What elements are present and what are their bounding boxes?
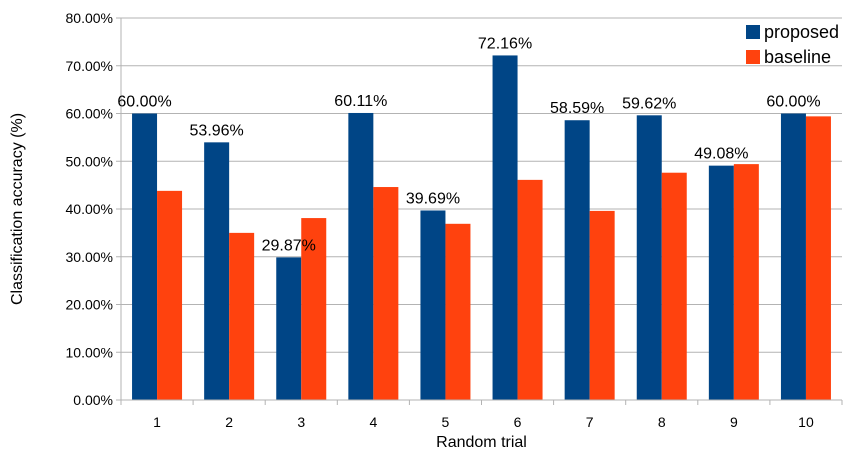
x-tick-label: 7 — [586, 414, 594, 430]
bar-proposed — [564, 120, 590, 400]
legend-swatch — [746, 25, 760, 39]
axes — [116, 18, 842, 405]
bar-baseline — [589, 210, 615, 400]
bar-proposed — [132, 113, 158, 400]
bar-baseline — [157, 190, 183, 400]
bar-baseline — [805, 116, 831, 401]
x-tick-label: 6 — [514, 414, 522, 430]
x-tick-label: 5 — [442, 414, 450, 430]
data-label: 58.59% — [550, 100, 604, 117]
bar-baseline — [229, 232, 255, 400]
bar-proposed — [708, 165, 734, 400]
y-axis-title: Classification accuracy (%) — [9, 113, 26, 305]
data-label: 60.00% — [766, 94, 820, 111]
legend: proposed baseline — [746, 22, 839, 67]
data-label: 49.08% — [694, 146, 748, 163]
y-axis-ticks: 0.00% 10.00% 20.00% 30.00% 40.00% 50.00% 60.00… — [66, 10, 121, 408]
legend-swatch — [746, 50, 760, 64]
y-tick-label: 60.00% — [66, 106, 113, 122]
x-tick-label: 9 — [730, 414, 738, 430]
x-tick-label: 8 — [658, 414, 666, 430]
bar-proposed — [636, 115, 662, 400]
x-axis-ticks: 1 2 3 4 5 6 7 8 9 10 — [153, 400, 843, 430]
x-tick-label: 3 — [297, 414, 305, 430]
bar-baseline — [301, 218, 327, 400]
y-tick-label: 10.00% — [66, 344, 113, 360]
y-tick-label: 0.00% — [73, 392, 113, 408]
bars — [132, 55, 831, 401]
data-label: 39.69% — [406, 190, 460, 207]
x-tick-label: 2 — [225, 414, 233, 430]
data-label: 72.16% — [478, 35, 532, 52]
y-tick-label: 80.00% — [66, 10, 113, 26]
bar-proposed — [276, 257, 302, 400]
bar-baseline — [517, 179, 543, 400]
bar-proposed — [492, 55, 518, 400]
x-axis-title: Random trial — [436, 434, 527, 451]
data-label: 60.00% — [117, 94, 171, 111]
data-label: 60.11% — [334, 93, 387, 110]
bar-baseline — [445, 223, 471, 400]
bar-proposed — [204, 142, 230, 400]
y-tick-label: 30.00% — [66, 249, 113, 265]
bar-baseline — [373, 187, 399, 400]
x-tick-label: 1 — [153, 414, 161, 430]
y-tick-label: 50.00% — [66, 153, 113, 169]
bar-proposed — [780, 113, 806, 400]
bar-baseline — [661, 172, 687, 400]
y-tick-label: 20.00% — [66, 297, 113, 313]
y-tick-label: 40.00% — [66, 201, 113, 217]
bar-proposed — [420, 210, 446, 400]
data-label: 59.62% — [622, 95, 676, 112]
legend-label: proposed — [764, 22, 839, 42]
data-label: 29.87% — [262, 237, 316, 254]
x-tick-label: 10 — [798, 414, 814, 430]
data-labels: 60.00% 53.96% 29.87% 60.11% 39.69% 72.16% 58.5… — [117, 35, 820, 254]
legend-label: baseline — [764, 47, 831, 67]
bar-baseline — [733, 164, 759, 400]
bar-proposed — [348, 112, 374, 401]
x-tick-label: 4 — [369, 414, 377, 430]
data-label: 53.96% — [190, 122, 244, 139]
y-tick-label: 70.00% — [66, 58, 113, 74]
